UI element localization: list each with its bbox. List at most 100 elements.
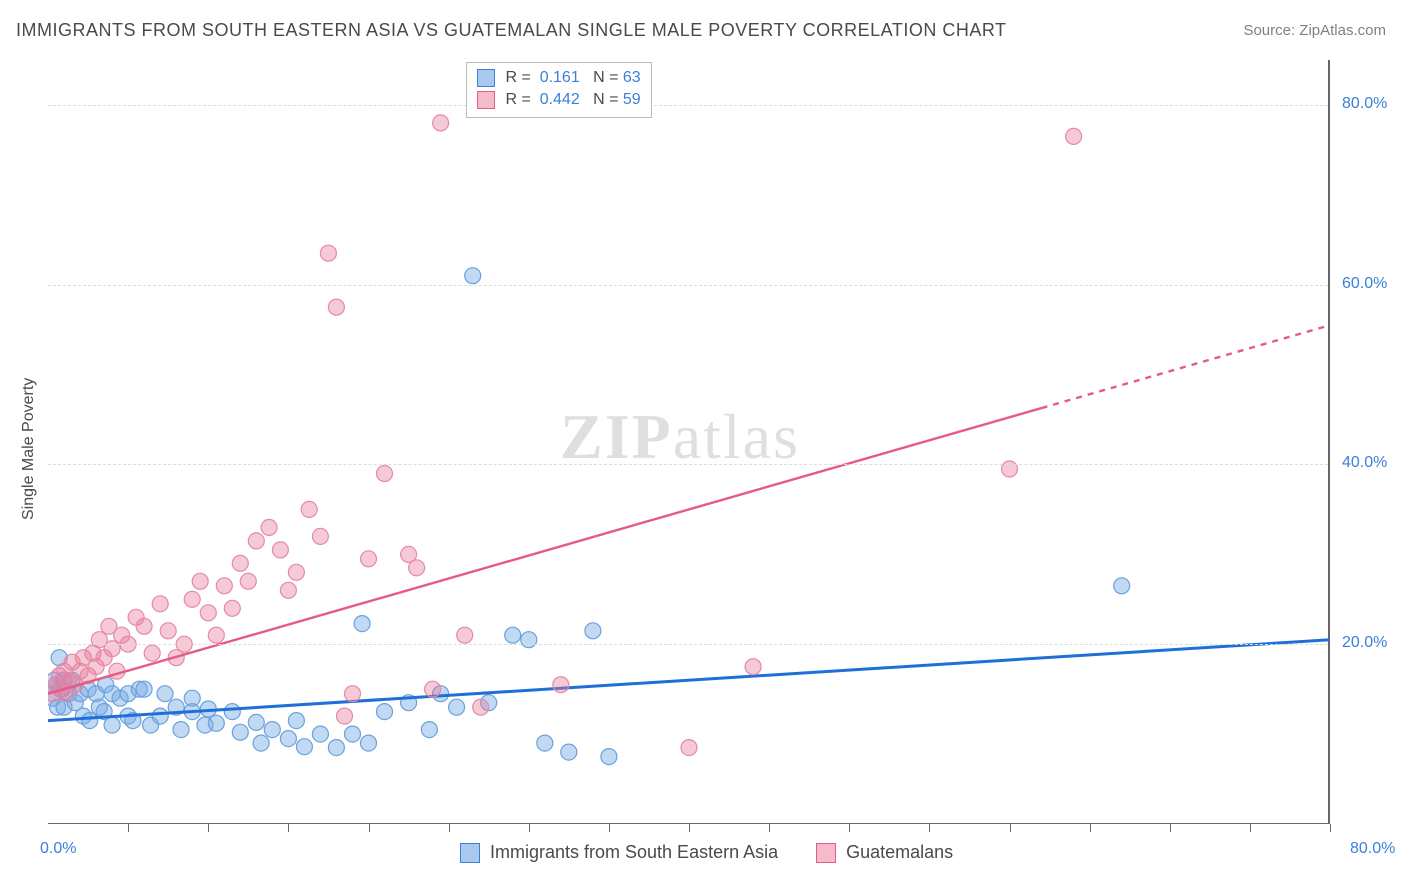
data-point <box>449 699 465 715</box>
data-point <box>144 645 160 661</box>
gridline <box>48 285 1328 286</box>
trend-line <box>48 408 1042 694</box>
data-point <box>433 115 449 131</box>
x-tick <box>1010 824 1011 832</box>
data-point <box>136 618 152 634</box>
data-point <box>421 722 437 738</box>
x-tick <box>208 824 209 832</box>
legend-text: R = 0.442 N = 59 <box>501 89 641 111</box>
data-point <box>173 722 189 738</box>
data-point <box>1002 461 1018 477</box>
data-point <box>208 715 224 731</box>
x-tick <box>609 824 610 832</box>
data-point <box>561 744 577 760</box>
chart-title: IMMIGRANTS FROM SOUTH EASTERN ASIA VS GU… <box>16 20 1007 41</box>
data-point <box>312 528 328 544</box>
data-point <box>152 708 168 724</box>
data-point <box>160 623 176 639</box>
data-point <box>301 501 317 517</box>
data-point <box>505 627 521 643</box>
data-point <box>553 677 569 693</box>
data-point <box>216 578 232 594</box>
legend-row: R = 0.161 N = 63 <box>477 67 641 89</box>
gridline <box>48 105 1328 106</box>
data-point <box>192 573 208 589</box>
legend-label: Guatemalans <box>846 842 953 863</box>
data-point <box>272 542 288 558</box>
data-point <box>361 735 377 751</box>
data-point <box>601 749 617 765</box>
y-tick-label: 60.0% <box>1342 275 1387 293</box>
data-point <box>337 708 353 724</box>
data-point <box>104 717 120 733</box>
y-tick-label: 20.0% <box>1342 634 1387 652</box>
data-point <box>261 519 277 535</box>
data-point <box>82 713 98 729</box>
data-point <box>224 600 240 616</box>
data-point <box>232 555 248 571</box>
data-point <box>465 268 481 284</box>
legend-swatch <box>816 843 836 863</box>
data-point <box>425 681 441 697</box>
data-point <box>320 245 336 261</box>
y-tick-label: 40.0% <box>1342 454 1387 472</box>
data-point <box>280 731 296 747</box>
data-point <box>1066 128 1082 144</box>
data-point <box>521 632 537 648</box>
data-point <box>473 699 489 715</box>
gridline <box>48 644 1328 645</box>
data-point <box>409 560 425 576</box>
data-point <box>200 605 216 621</box>
data-point <box>240 573 256 589</box>
data-point <box>152 596 168 612</box>
data-point <box>232 724 248 740</box>
data-point <box>280 582 296 598</box>
data-point <box>184 690 200 706</box>
data-point <box>1114 578 1130 594</box>
x-axis-origin-label: 0.0% <box>40 840 76 858</box>
x-tick <box>1250 824 1251 832</box>
legend-correlation: R = 0.161 N = 63 R = 0.442 N = 59 <box>466 62 652 118</box>
gridline <box>48 464 1328 465</box>
x-tick <box>1090 824 1091 832</box>
data-point <box>208 627 224 643</box>
data-point <box>537 735 553 751</box>
trend-line-dashed <box>1042 325 1330 408</box>
legend-swatch <box>460 843 480 863</box>
data-point <box>681 740 697 756</box>
data-point <box>585 623 601 639</box>
x-tick <box>288 824 289 832</box>
trend-line <box>48 640 1330 721</box>
data-point <box>457 627 473 643</box>
data-point <box>157 686 173 702</box>
legend-swatch <box>477 91 495 109</box>
x-tick <box>1170 824 1171 832</box>
x-tick <box>929 824 930 832</box>
legend-series: Immigrants from South Eastern AsiaGuatem… <box>460 842 981 863</box>
x-tick <box>529 824 530 832</box>
x-tick <box>849 824 850 832</box>
y-tick-label: 80.0% <box>1342 95 1387 113</box>
data-point <box>248 714 264 730</box>
data-point <box>312 726 328 742</box>
data-point <box>253 735 269 751</box>
x-tick <box>128 824 129 832</box>
data-point <box>184 591 200 607</box>
y-axis-label: Single Male Poverty <box>20 378 38 520</box>
x-tick <box>689 824 690 832</box>
x-tick <box>369 824 370 832</box>
legend-row: R = 0.442 N = 59 <box>477 89 641 111</box>
plot-area <box>48 60 1330 824</box>
plot-svg <box>48 60 1330 824</box>
data-point <box>345 686 361 702</box>
data-point <box>354 616 370 632</box>
x-axis-max-label: 80.0% <box>1350 840 1395 858</box>
data-point <box>377 466 393 482</box>
data-point <box>377 704 393 720</box>
data-point <box>361 551 377 567</box>
data-point <box>288 564 304 580</box>
x-tick <box>1330 824 1331 832</box>
source-label: Source: ZipAtlas.com <box>1243 22 1386 39</box>
x-tick <box>449 824 450 832</box>
legend-text: R = 0.161 N = 63 <box>501 67 641 89</box>
